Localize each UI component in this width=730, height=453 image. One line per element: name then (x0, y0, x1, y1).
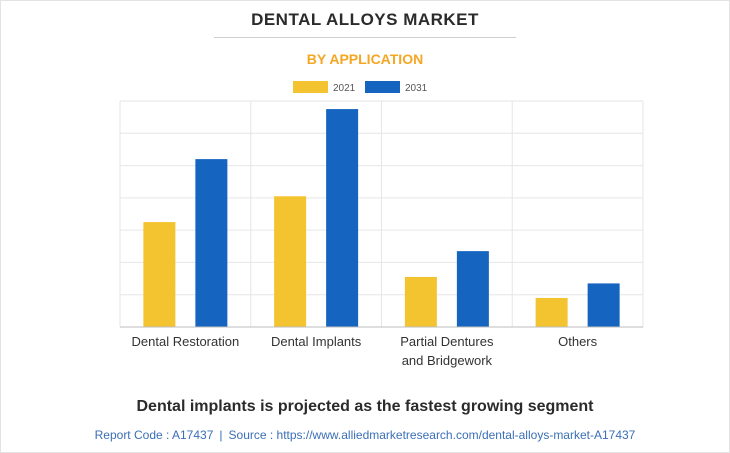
title-divider (214, 37, 516, 38)
report-source: Source : https://www.alliedmarketresearc… (228, 428, 636, 442)
x-tick-label: Partial Dentures (400, 334, 494, 349)
bar-2031-3 (587, 283, 620, 327)
bar-2021-1 (274, 196, 307, 327)
legend-swatch-2021 (293, 81, 328, 93)
chart-title: DENTAL ALLOYS MARKET (251, 10, 479, 29)
chart-subtitle: BY APPLICATION (306, 51, 424, 67)
report-line: Report Code : A17437 | Source : https://ww… (0, 428, 730, 442)
x-tick-label: Dental Restoration (132, 334, 240, 349)
bar-2021-2 (404, 276, 437, 327)
x-tick-label: Others (558, 334, 598, 349)
bar-2021-3 (535, 297, 568, 327)
bar-2031-1 (326, 109, 359, 327)
legend-label-2031: 2031 (405, 83, 428, 94)
x-tick-label: Dental Implants (271, 334, 362, 349)
bar-2031-0 (195, 159, 228, 327)
report-code: Report Code : A17437 (94, 428, 214, 442)
bar-2031-2 (456, 251, 489, 327)
report-separator: | (219, 428, 223, 442)
x-tick-label: and Bridgework (402, 353, 493, 368)
legend-swatch-2031 (365, 81, 400, 93)
legend-label-2021: 2021 (333, 83, 356, 94)
footer-note: Dental implants is projected as the fast… (136, 398, 594, 415)
bar-2021-0 (143, 222, 176, 327)
